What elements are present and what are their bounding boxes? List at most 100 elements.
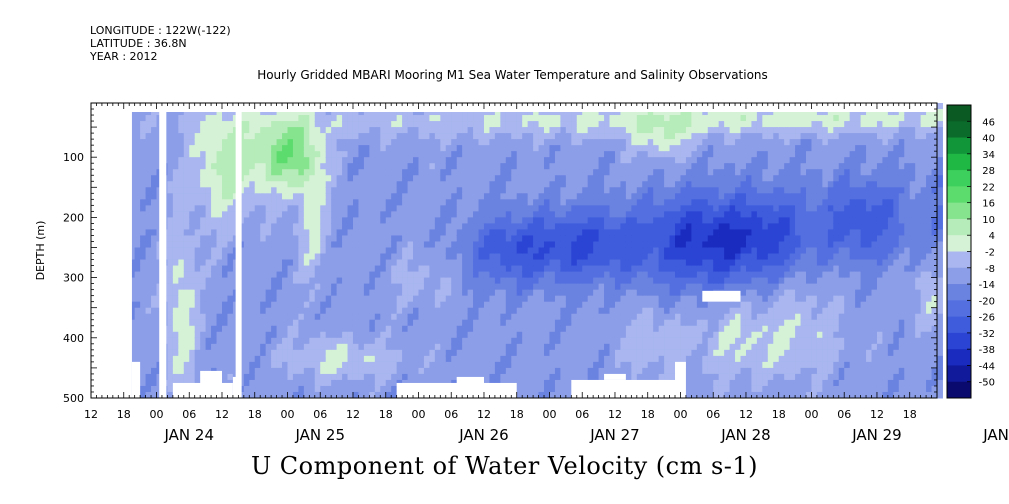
field-cell: [374, 217, 381, 224]
field-cell: [625, 217, 632, 224]
field-cell: [604, 349, 611, 357]
field-cell: [298, 325, 305, 333]
field-cell: [489, 211, 496, 218]
field-cell: [363, 145, 370, 152]
field-cell: [544, 133, 550, 140]
field-cell: [423, 343, 430, 351]
field-cell: [631, 217, 638, 224]
field-cell: [369, 241, 376, 248]
field-cell: [402, 277, 409, 285]
field-cell: [494, 121, 501, 128]
field-cell: [287, 313, 294, 321]
field-cell: [172, 355, 179, 363]
field-cell: [516, 229, 523, 236]
field-cell: [314, 283, 321, 291]
field-cell: [216, 337, 223, 345]
field-cell: [642, 181, 649, 188]
field-cell: [462, 133, 469, 140]
field-cell: [369, 163, 376, 170]
field-cell: [516, 337, 523, 345]
field-cell: [587, 133, 594, 140]
field-cell: [380, 307, 387, 315]
field-cell: [407, 145, 414, 152]
field-cell: [271, 367, 278, 375]
field-cell: [374, 349, 381, 357]
field-cell: [282, 205, 288, 212]
field-cell: [347, 175, 354, 182]
field-cell: [587, 319, 594, 327]
field-cell: [227, 205, 234, 212]
field-cell: [254, 313, 261, 321]
field-cell: [636, 343, 643, 351]
field-cell: [342, 343, 349, 351]
field-cell: [402, 367, 409, 375]
field-cell: [211, 133, 218, 140]
field-cell: [625, 253, 632, 261]
field-cell: [178, 157, 185, 164]
field-cell: [292, 169, 299, 176]
field-cell: [554, 187, 561, 194]
field-cell: [478, 205, 485, 212]
field-cell: [287, 253, 294, 261]
field-cell: [243, 115, 250, 122]
field-cell: [342, 127, 349, 134]
field-cell: [352, 343, 359, 351]
field-cell: [167, 313, 174, 321]
field-cell: [587, 235, 594, 242]
field-cell: [456, 211, 463, 218]
field-cell: [363, 229, 370, 236]
field-cell: [282, 343, 288, 351]
field-cell: [151, 301, 157, 309]
field-cell: [527, 229, 534, 236]
field-cell: [500, 163, 507, 170]
field-cell: [265, 259, 272, 267]
field-cell: [423, 337, 430, 345]
field-cell: [538, 169, 545, 176]
field-cell: [140, 379, 147, 387]
field-cell: [642, 235, 649, 242]
field-cell: [298, 235, 305, 242]
field-cell: [642, 151, 649, 158]
field-cell: [505, 127, 512, 134]
field-cell: [609, 355, 616, 363]
field-cell: [167, 367, 174, 375]
field-cell: [402, 241, 409, 248]
field-cell: [544, 349, 550, 357]
field-cell: [396, 127, 403, 134]
field-cell: [336, 349, 343, 357]
field-cell: [527, 355, 534, 363]
field-cell: [604, 217, 611, 224]
field-cell: [500, 343, 507, 351]
field-cell: [134, 205, 141, 212]
field-cell: [254, 307, 261, 315]
field-cell: [352, 319, 359, 327]
field-cell: [216, 247, 223, 255]
field-cell: [331, 121, 338, 128]
field-cell: [402, 247, 409, 255]
field-cell: [522, 349, 529, 357]
field-cell: [423, 133, 430, 140]
field-cell: [582, 355, 589, 363]
field-cell: [642, 133, 649, 140]
field-cell: [440, 145, 447, 152]
field-cell: [178, 331, 185, 339]
field-cell: [544, 319, 550, 327]
field-cell: [614, 325, 621, 333]
field-cell: [167, 301, 174, 309]
field-cell: [347, 169, 354, 176]
field-cell: [380, 331, 387, 339]
field-cell: [598, 175, 605, 182]
field-cell: [522, 361, 529, 369]
field-cell: [587, 307, 594, 315]
field-cell: [582, 277, 589, 285]
field-cell: [587, 331, 594, 339]
field-cell: [604, 289, 611, 297]
field-cell: [309, 313, 316, 321]
field-cell: [298, 223, 305, 230]
field-cell: [167, 151, 174, 158]
field-cell: [571, 355, 578, 363]
field-cell: [287, 199, 294, 206]
field-cell: [385, 295, 392, 303]
field-cell: [560, 289, 567, 297]
field-cell: [587, 205, 594, 212]
